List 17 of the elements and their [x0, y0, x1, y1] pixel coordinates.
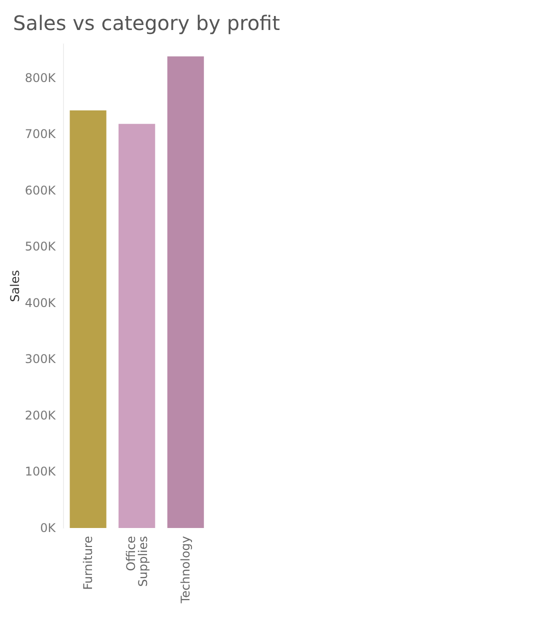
y-tick-label: 500K	[24, 240, 57, 254]
bar	[167, 56, 204, 528]
y-tick-label: 0K	[40, 521, 57, 535]
y-tick-label: 300K	[24, 352, 57, 366]
y-tick-label: 800K	[24, 70, 57, 85]
x-tick-label: Technology	[178, 536, 193, 604]
x-tick-label: Furniture	[81, 536, 96, 590]
y-tick-label: 400K	[24, 296, 57, 310]
y-tick-label: 200K	[24, 408, 57, 422]
bar	[118, 124, 156, 528]
y-tick-label: 600K	[24, 183, 57, 198]
bar	[70, 110, 106, 528]
y-axis-title: Sales	[8, 270, 22, 302]
y-tick-label: 700K	[24, 127, 57, 142]
x-tick-label: Office Supplies	[124, 536, 150, 587]
y-tick-label: 100K	[24, 464, 57, 479]
chart-title: Sales vs category by profit	[13, 11, 280, 35]
